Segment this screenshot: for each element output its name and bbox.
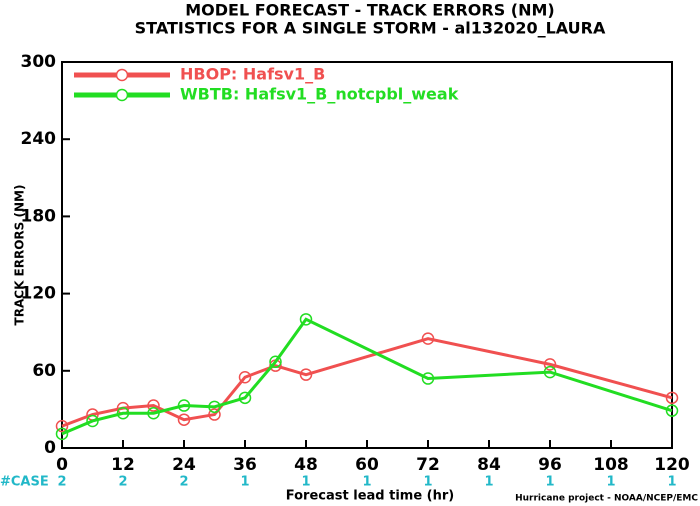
case-count: 2 — [179, 475, 188, 490]
case-count: 2 — [118, 475, 127, 490]
case-count: 1 — [484, 475, 493, 490]
case-count: 1 — [667, 475, 676, 490]
x-tick-label: 96 — [538, 455, 562, 475]
y-axis-label: TRACK ERRORS (NM) — [13, 185, 27, 326]
case-count: 1 — [606, 475, 615, 490]
y-tick-label: 120 — [21, 284, 57, 304]
case-count: 1 — [301, 475, 310, 490]
x-axis-label: Forecast lead time (hr) — [286, 489, 454, 504]
legend-marker — [115, 88, 129, 102]
point-marker — [299, 313, 313, 326]
case-count: 2 — [57, 475, 66, 490]
x-tick-label: 12 — [111, 455, 135, 475]
point-marker — [147, 399, 160, 412]
point-marker — [177, 413, 191, 426]
plot-frame — [61, 61, 673, 449]
point-marker — [208, 400, 221, 414]
y-tick-label: 60 — [32, 361, 56, 381]
case-count: 1 — [423, 475, 432, 490]
point-marker — [421, 372, 435, 385]
x-tick-label: 24 — [172, 455, 196, 475]
point-marker — [116, 407, 130, 420]
chart-title: MODEL FORECAST - TRACK ERRORS (NM) — [185, 1, 554, 20]
credit: Hurricane project - NOAA/NCEP/EMC — [515, 494, 698, 504]
case-label: #CASE — [0, 475, 49, 490]
series-line — [61, 317, 673, 436]
x-tick-label: 84 — [477, 455, 501, 475]
y-tick-label: 240 — [21, 129, 57, 149]
point-marker — [55, 427, 69, 441]
legend-label: WBTB: Hafsv1_B_notcpbl_weak — [180, 85, 459, 104]
point-marker — [421, 332, 435, 345]
case-count: 1 — [545, 475, 554, 490]
case-count: 1 — [362, 475, 371, 490]
x-tick-label: 36 — [233, 455, 257, 475]
point-marker — [86, 414, 99, 428]
x-tick-label: 108 — [593, 455, 629, 475]
point-marker — [665, 404, 679, 417]
legend-marker — [115, 68, 129, 82]
point-marker — [665, 391, 679, 405]
point-marker — [238, 391, 252, 405]
point-marker — [269, 355, 282, 369]
x-tick-label: 48 — [294, 455, 318, 475]
y-tick-label: 0 — [44, 438, 56, 458]
point-marker — [55, 419, 69, 433]
case-count: 1 — [240, 475, 249, 490]
x-tick-label: 120 — [654, 455, 690, 475]
y-tick-label: 300 — [21, 52, 57, 72]
x-tick-label: 60 — [355, 455, 379, 475]
point-marker — [543, 365, 557, 379]
point-marker — [177, 399, 191, 412]
chart-subtitle: STATISTICS FOR A SINGLE STORM - al132020… — [135, 19, 606, 38]
point-marker — [147, 407, 160, 420]
point-marker — [208, 408, 221, 421]
point-marker — [543, 358, 557, 371]
x-tick-label: 0 — [56, 455, 68, 475]
y-tick-label: 180 — [21, 206, 57, 226]
legend-label: HBOP: Hafsv1_B — [180, 65, 325, 84]
point-marker — [238, 370, 252, 384]
point-marker — [299, 368, 313, 381]
x-tick-label: 72 — [416, 455, 440, 475]
